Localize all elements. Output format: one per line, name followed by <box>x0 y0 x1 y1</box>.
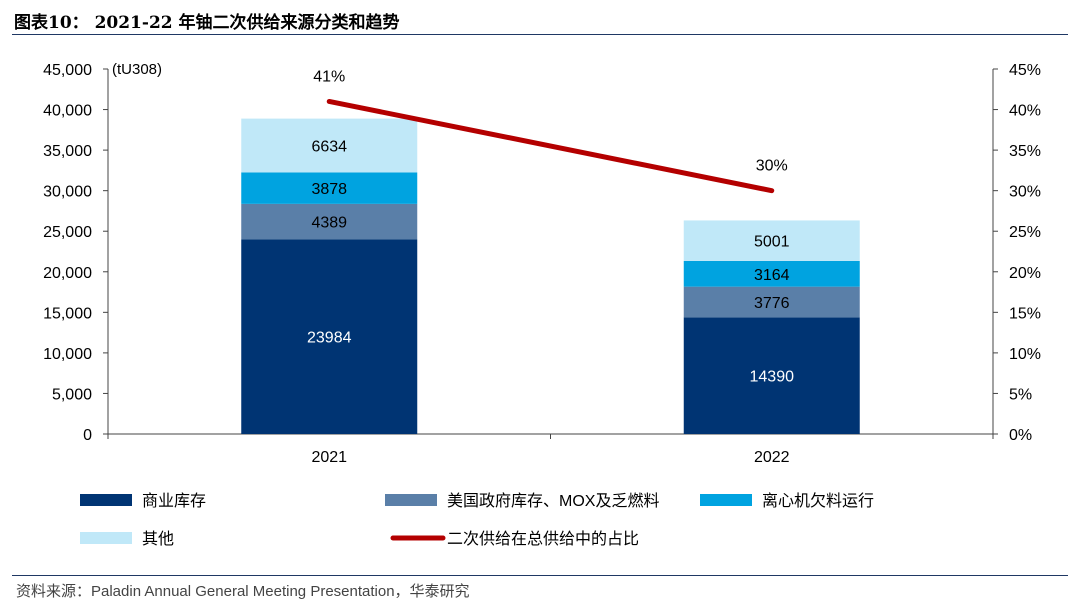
legend-swatch <box>700 494 752 506</box>
legend-label: 美国政府库存、MOX及乏燃料 <box>447 492 659 510</box>
legend-swatch <box>80 494 132 506</box>
bar-data-label: 14390 <box>750 369 795 386</box>
bar-segment <box>241 172 418 204</box>
y-right-tick-label: 35% <box>1009 143 1041 160</box>
y-left-tick-label: 20,000 <box>43 265 92 282</box>
source-note: 资料来源：Paladin Annual General Meeting Pres… <box>16 583 470 600</box>
y-left-tick-label: 30,000 <box>43 184 92 201</box>
y-left-tick-label: 25,000 <box>43 224 92 241</box>
chart: 0 5,000 10,000 15,000 20,000 25,000 30,000 35,0… <box>43 61 1041 548</box>
legend-label: 二次供给在总供给中的占比 <box>447 530 639 548</box>
bar-segment <box>683 286 860 318</box>
bar-data-label: 23984 <box>307 330 352 347</box>
y-right-tick-label: 0% <box>1009 427 1032 444</box>
bar-segment <box>683 220 860 261</box>
bar-segment <box>241 118 418 173</box>
y-right-tick-label: 5% <box>1009 386 1032 403</box>
y-right-tick-label: 40% <box>1009 103 1041 120</box>
bar-data-label: 4389 <box>311 215 347 232</box>
x-tick-label: 2022 <box>754 449 790 466</box>
legend-swatch <box>385 494 437 506</box>
legend-label: 离心机欠料运行 <box>762 492 874 510</box>
y-right-tick-label: 30% <box>1009 184 1041 201</box>
x-tick-label: 2021 <box>311 449 347 466</box>
line-series <box>326 98 775 194</box>
chart-axes: 0 5,000 10,000 15,000 20,000 25,000 30,000 35,0… <box>43 61 1041 466</box>
y-left-tick-label: 15,000 <box>43 305 92 322</box>
bar-data-label: 3776 <box>754 295 790 312</box>
bar-segment <box>241 203 418 240</box>
figure-title: 图表10： 2021-22 年铀二次供给来源分类和趋势 <box>14 13 400 33</box>
line-data-label: 41% <box>313 68 345 85</box>
y-left-tick-label: 45,000 <box>43 62 92 79</box>
y-right-tick-label: 15% <box>1009 305 1041 322</box>
y-left-tick-label: 0 <box>83 427 92 444</box>
y-left-tick-label: 35,000 <box>43 143 92 160</box>
y-right-tick-label: 45% <box>1009 62 1041 79</box>
bar-segment <box>241 239 418 434</box>
y-left-tick-label: 5,000 <box>52 386 92 403</box>
legend-label: 商业库存 <box>142 492 206 510</box>
y-left-tick-label: 10,000 <box>43 346 92 363</box>
y-right-tick-label: 25% <box>1009 224 1041 241</box>
bar-segment <box>683 317 860 434</box>
bar-data-label: 5001 <box>754 234 790 251</box>
y-right-tick-label: 10% <box>1009 346 1041 363</box>
y-right-tick-label: 20% <box>1009 265 1041 282</box>
legend-label: 其他 <box>142 530 174 548</box>
line-data-label: 30% <box>756 158 788 175</box>
chart-line: 41% 30% <box>313 68 788 194</box>
chart-bars: 23984 4389 3878 6634 14390 3776 3164 5001 <box>241 118 860 434</box>
y-left-tick-label: 40,000 <box>43 103 92 120</box>
y-unit-label: (tU308) <box>112 61 162 78</box>
bar-data-label: 3878 <box>311 181 347 198</box>
bar-data-label: 3164 <box>754 267 790 284</box>
legend-swatch <box>80 532 132 544</box>
title-rule <box>12 34 1068 35</box>
source-rule <box>12 575 1068 576</box>
bar-segment <box>683 260 860 287</box>
bar-data-label: 6634 <box>311 139 347 156</box>
